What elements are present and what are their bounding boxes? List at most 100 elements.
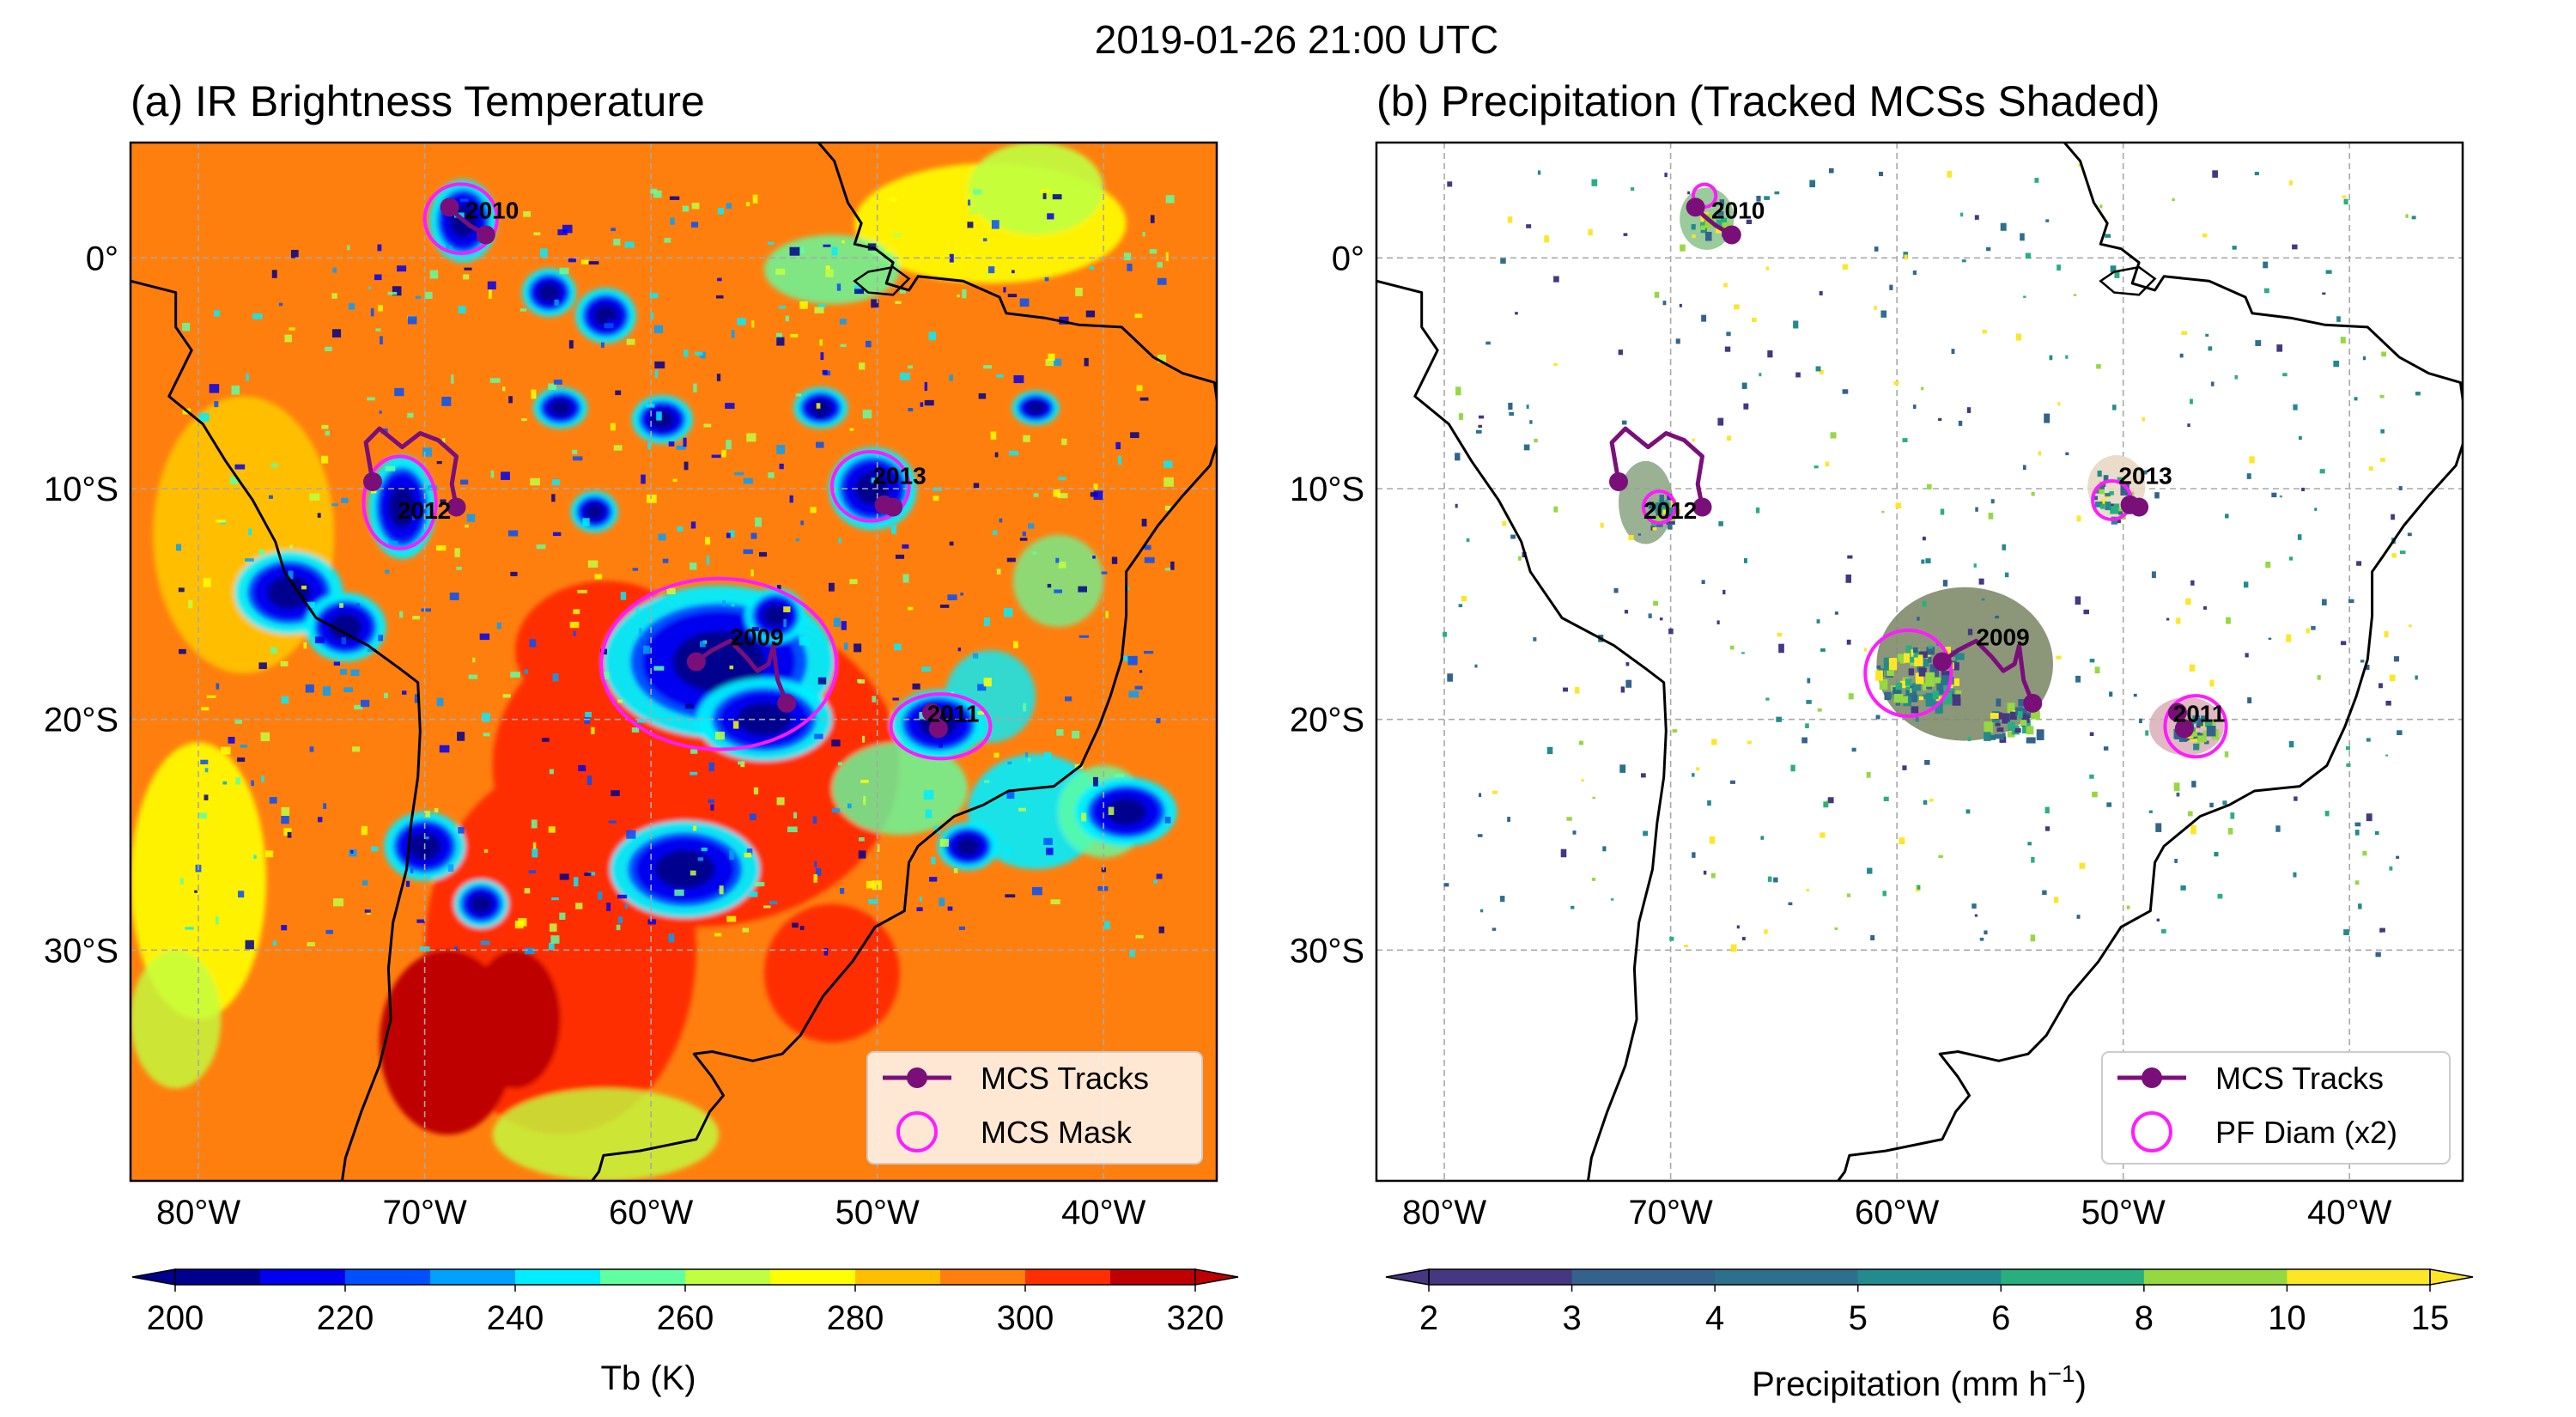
precip-cell: [1630, 187, 1635, 192]
ir-speckle-cell: [1141, 519, 1147, 527]
colorbar-outline: [1428, 1268, 2431, 1286]
precip-cell: [1902, 438, 1908, 442]
precip-cell: [1700, 222, 1705, 228]
precip-cell: [1926, 483, 1932, 490]
precip-cell: [2079, 862, 2086, 869]
precip-cell: [1765, 697, 1770, 701]
ir-speckle-cell: [763, 905, 771, 909]
ir-speckle-cell: [569, 621, 580, 629]
precip-cell: [1793, 320, 1799, 329]
ir-speckle-cell: [908, 408, 914, 411]
ir-speckle-cell: [840, 344, 847, 347]
colorbar-tick-label: 5: [1849, 1299, 1868, 1337]
panel-a: (a) IR Brightness Temperature 2009201020…: [44, 77, 1239, 1397]
precip-cell: [2340, 337, 2346, 344]
panel-a-colorbar: 200 220 240 260 280 300 320: [131, 1268, 1239, 1337]
precip-cell: [1816, 619, 1820, 623]
colorbar-segment: [2287, 1269, 2431, 1285]
precip-cell: [1911, 706, 1919, 714]
mcs-id-label: 2013: [2118, 463, 2172, 490]
ir-speckle-cell: [339, 603, 343, 608]
ir-speckle-cell: [860, 780, 869, 783]
ir-speckle-cell: [831, 246, 838, 256]
precip-cell: [2057, 265, 2061, 271]
ir-speckle-cell: [1127, 655, 1138, 666]
precip-cell: [2099, 487, 2105, 495]
lon-tick-label: 60°W: [1855, 1194, 1939, 1232]
precip-cell: [2293, 872, 2297, 878]
precip-cell: [1847, 893, 1851, 897]
mcs-track-end-marker: [476, 225, 495, 245]
precip-cell: [1711, 739, 1717, 745]
precip-cell: [1667, 523, 1673, 530]
precip-cell: [2139, 718, 2142, 724]
ir-speckle-cell: [176, 544, 182, 551]
precip-cell: [1571, 905, 1575, 909]
ir-speckle-cell: [559, 267, 569, 275]
ir-speckle-cell: [865, 340, 872, 348]
ir-speckle-cell: [893, 232, 902, 238]
precip-cell: [1553, 362, 1558, 367]
ir-speckle-cell: [923, 790, 934, 800]
precip-cell: [1915, 717, 1919, 722]
ir-speckle-cell: [397, 265, 407, 272]
mcs-mask-contour: [829, 450, 911, 523]
ir-speckle-cell: [325, 346, 332, 352]
mcs-track-start-marker: [440, 198, 459, 217]
ir-speckle-cell: [388, 540, 398, 548]
ir-speckle-cell: [653, 325, 664, 334]
mcs-track-end-marker: [2174, 719, 2194, 739]
ir-speckle-cell: [719, 885, 724, 895]
ir-speckle-cell: [458, 827, 465, 834]
ir-speckle-cell: [449, 592, 459, 600]
ir-speckle-cell: [1117, 455, 1122, 465]
ir-speckle-cell: [314, 636, 325, 644]
precip-cell: [2196, 724, 2201, 728]
mcs-mask-contour: [889, 692, 993, 761]
ir-speckle-cell: [552, 532, 562, 537]
ir-speckle-cell: [789, 246, 800, 256]
precip-cell: [2380, 458, 2385, 462]
ir-speckle-cell: [726, 915, 737, 922]
ir-speckle-cell: [367, 397, 375, 401]
ir-speckle-cell: [361, 699, 370, 708]
ir-speckle-cell: [731, 604, 735, 607]
ir-speckle-cell: [215, 520, 226, 523]
precip-cell: [1924, 759, 1930, 765]
precip-cell: [2343, 929, 2349, 936]
precip-cell: [2288, 740, 2294, 748]
precip-cell: [1965, 809, 1971, 814]
ir-speckle-cell: [1007, 761, 1012, 765]
ir-speckle-cell: [1163, 460, 1173, 468]
precip-cell: [2109, 490, 2114, 496]
precip-cell: [1764, 196, 1770, 200]
ir-speckle-cell: [854, 289, 865, 295]
ir-speckle-cell: [600, 342, 605, 348]
ir-speckle-cell: [728, 530, 735, 538]
ir-speckle-cell: [1093, 490, 1103, 501]
precip-cell: [1961, 259, 1966, 263]
precip-cell: [2407, 532, 2412, 537]
ir-cloud: [1105, 798, 1147, 826]
precip-cell: [2385, 754, 2389, 757]
colorbar-tick-label: 220: [317, 1299, 374, 1337]
precip-cell: [2322, 292, 2326, 295]
ir-speckle-cell: [613, 239, 621, 246]
ir-speckle-cell: [489, 378, 501, 383]
ir-speckle-cell: [594, 574, 603, 580]
ir-speckle-cell: [333, 898, 344, 907]
precip-cell: [2226, 617, 2231, 624]
ir-speckle-cell: [685, 703, 695, 709]
precip-cell: [1455, 503, 1458, 508]
precip-cell: [1625, 662, 1630, 666]
panel-b-mcs-labels: 2009 2010 2011 2012 2013: [1643, 198, 2225, 727]
ir-speckle-cell: [510, 672, 520, 678]
precip-cell: [1776, 716, 1782, 722]
ir-cloud: [267, 575, 311, 610]
ir-speckle-cell: [1157, 354, 1167, 363]
ir-speckle-cell: [983, 678, 992, 687]
precip-cell: [1637, 533, 1642, 536]
precip-cell: [1500, 258, 1506, 265]
precip-cell: [1600, 522, 1604, 528]
precip-cell: [1475, 429, 1482, 434]
